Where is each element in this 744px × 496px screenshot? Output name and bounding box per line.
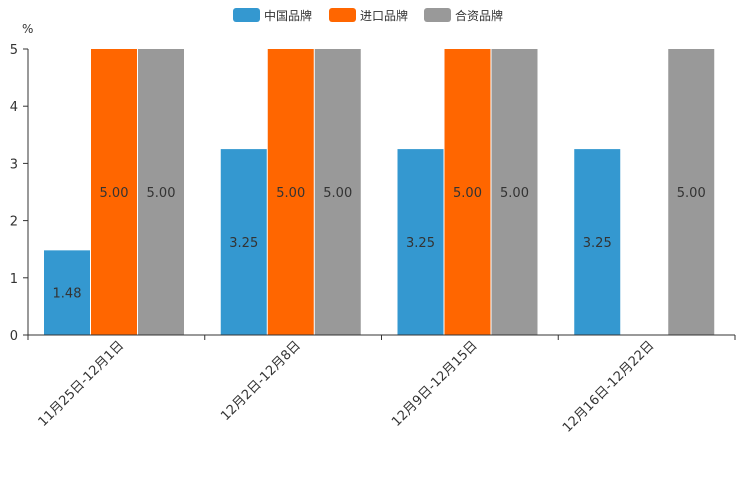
- data-label: 3.25: [583, 236, 612, 251]
- x-tick-label: 11月25日-12月1日: [36, 338, 128, 430]
- x-tick-label: 12月2日-12月8日: [218, 338, 304, 424]
- data-label: 5.00: [276, 186, 305, 201]
- y-tick-label: 1: [10, 272, 18, 287]
- legend-swatch-3: [424, 8, 451, 22]
- data-label: 3.25: [229, 236, 258, 251]
- x-tick-label: 12月16日-12月22日: [560, 338, 657, 435]
- bar-1-4: [574, 149, 621, 335]
- legend-label-3: 合资品牌: [455, 8, 503, 23]
- legend-label-1: 中国品牌: [264, 8, 312, 23]
- bars: 1.48 5.00 5.00 3.25 5.00 5.00 3.25 5.00 5.00 3.25…: [44, 49, 715, 335]
- legend-swatch-2: [329, 8, 356, 22]
- data-label: 1.48: [53, 287, 82, 302]
- y-tick-label: 5: [10, 43, 18, 58]
- y-axis: 0 1 2 3 4 5: [10, 43, 29, 344]
- legend-label-2: 进口品牌: [360, 9, 408, 23]
- bar-3-1: [138, 49, 184, 335]
- data-label: 5.00: [677, 186, 706, 201]
- bar-1-2: [220, 149, 267, 335]
- data-label: 5.00: [323, 186, 352, 201]
- legend: 中国品牌 进口品牌 合资品牌: [233, 8, 503, 23]
- bar-2-2: [267, 49, 314, 335]
- y-tick-label: 0: [10, 329, 18, 344]
- bar-2-1: [91, 49, 137, 335]
- data-label: 5.00: [100, 186, 129, 201]
- data-label: 3.25: [406, 236, 435, 251]
- legend-swatch-1: [233, 8, 260, 22]
- y-tick-label: 2: [10, 215, 18, 230]
- bar-1-3: [397, 149, 444, 335]
- data-label: 5.00: [147, 186, 176, 201]
- bar-1-1: [44, 250, 90, 335]
- y-tick-label: 3: [10, 157, 18, 172]
- bar-3-4: [668, 49, 715, 335]
- x-axis: 11月25日-12月1日 12月2日-12月8日 12月9日-12月15日 12月16…: [27, 334, 736, 436]
- y-tick-label: 4: [10, 100, 18, 115]
- bar-3-2: [314, 49, 361, 335]
- data-label: 5.00: [500, 186, 529, 201]
- x-tick-label: 12月9日-12月15日: [389, 338, 481, 430]
- bar-2-3: [444, 49, 491, 335]
- data-label: 5.00: [453, 186, 482, 201]
- bar-3-3: [491, 49, 538, 335]
- y-axis-unit-label: %: [22, 22, 33, 36]
